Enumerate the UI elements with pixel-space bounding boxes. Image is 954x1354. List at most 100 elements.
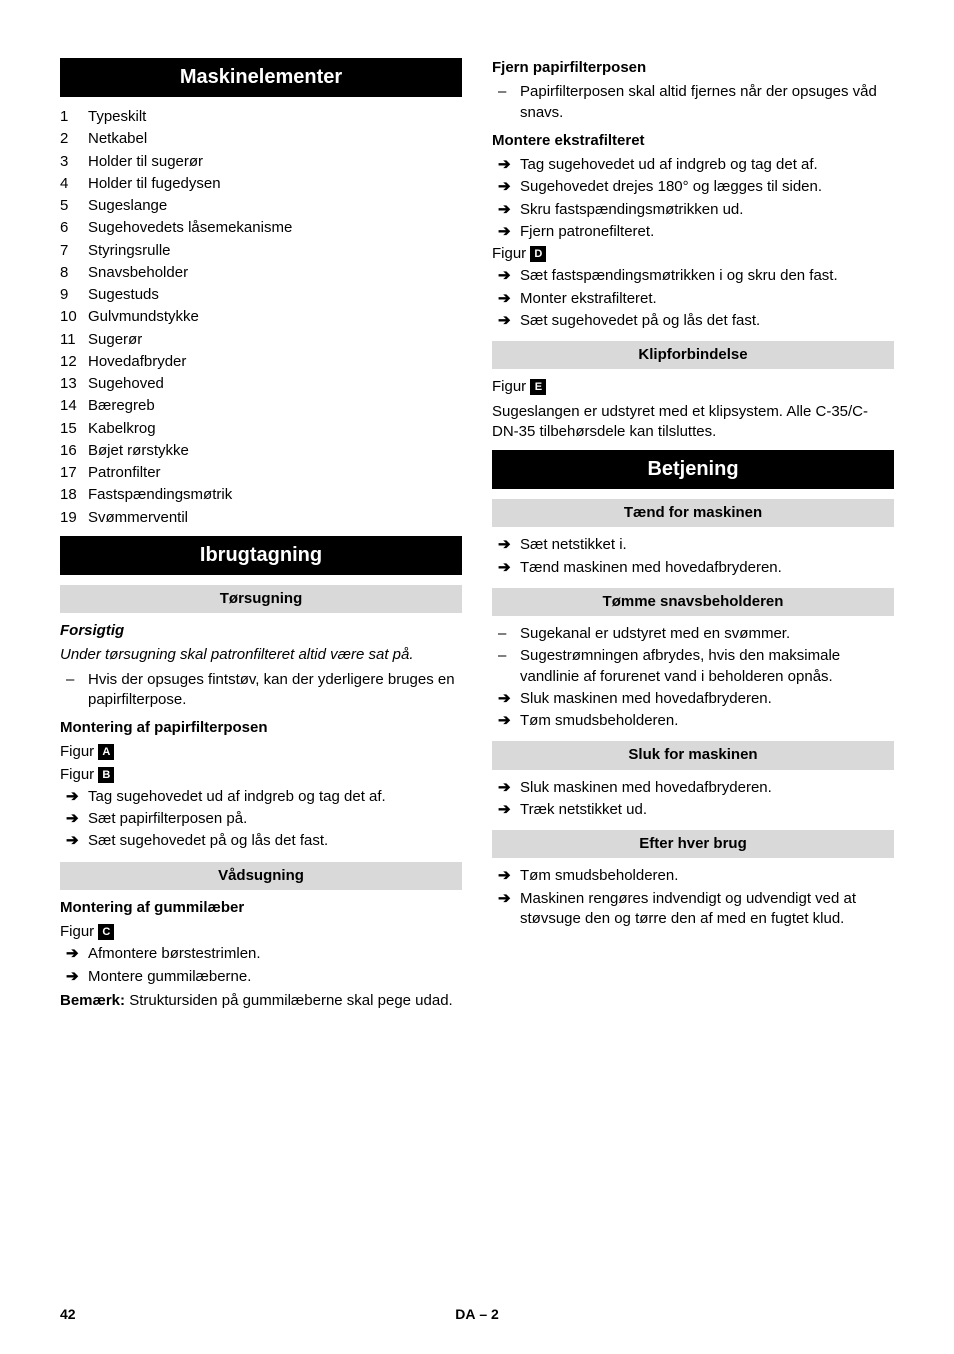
step-text: Træk netstikket ud.: [520, 800, 894, 820]
step-text: Afmontere børstestrimlen.: [88, 944, 462, 964]
list-number: 15: [60, 419, 88, 439]
list-text: Patronfilter: [88, 463, 161, 483]
arrow-icon: ➔: [492, 689, 520, 709]
figure-box-d: D: [530, 246, 546, 262]
caution-label: Forsigtig: [60, 621, 462, 641]
arrow-icon: ➔: [492, 200, 520, 220]
footer-seq: – 2: [479, 1306, 498, 1322]
mont-papir-steps: ➔Tag sugehovedet ud af indgreb og tag de…: [60, 787, 462, 852]
list-number: 10: [60, 307, 88, 327]
figure-label: Figur: [492, 378, 526, 395]
left-column: Maskinelementer 1Typeskilt 2Netkabel 3Ho…: [60, 50, 462, 1015]
figure-ref-d: Figur D: [492, 244, 894, 264]
step-text: Sæt netstikket i.: [520, 535, 894, 555]
step-text: Sæt sugehovedet på og lås det fast.: [520, 311, 894, 331]
step-text: Maskinen rengøres indvendigt og udvendig…: [520, 889, 894, 930]
dash-icon: –: [492, 646, 520, 687]
list-text: Bøjet rørstykke: [88, 441, 189, 461]
step-text: Montere gummilæberne.: [88, 967, 462, 987]
step-text: Sæt papirfilterposen på.: [88, 809, 462, 829]
figure-box-c: C: [98, 924, 114, 940]
list-number: 4: [60, 174, 88, 194]
list-text: Sugehoved: [88, 374, 164, 394]
heading-sluk: Sluk for maskinen: [492, 741, 894, 769]
list-text: Gulvmundstykke: [88, 307, 199, 327]
figure-box-b: B: [98, 767, 114, 783]
arrow-icon: ➔: [492, 800, 520, 820]
arrow-icon: ➔: [60, 787, 88, 807]
list-text: Sugerør: [88, 330, 142, 350]
list-number: 7: [60, 241, 88, 261]
dash-icon: –: [492, 82, 520, 123]
efter-steps: ➔Tøm smudsbeholderen. ➔Maskinen rengøres…: [492, 866, 894, 929]
list-number: 12: [60, 352, 88, 372]
list-number: 3: [60, 152, 88, 172]
page-footer: 42 DA – 2: [60, 1305, 894, 1324]
page-number: 42: [60, 1305, 76, 1324]
arrow-icon: ➔: [492, 866, 520, 886]
ekstra-steps-1: ➔Tag sugehovedet ud af indgreb og tag de…: [492, 155, 894, 242]
klip-text: Sugeslangen er udstyret med et klipsyste…: [492, 402, 894, 443]
list-number: 1: [60, 107, 88, 127]
sluk-steps: ➔Sluk maskinen med hovedafbryderen. ➔Træ…: [492, 778, 894, 821]
tomme-notes: –Sugekanal er udstyret med en svømmer. –…: [492, 624, 894, 687]
arrow-icon: ➔: [492, 222, 520, 242]
figure-box-a: A: [98, 744, 114, 760]
figure-label: Figur: [60, 766, 94, 783]
figure-label: Figur: [60, 923, 94, 940]
heading-fjern-papir: Fjern papirfilterposen: [492, 58, 894, 78]
figure-ref-a: Figur A: [60, 742, 462, 762]
heading-klipforbindelse: Klipforbindelse: [492, 341, 894, 369]
dash-icon: –: [60, 670, 88, 711]
list-text: Sugehovedets låsemekanisme: [88, 218, 292, 238]
note-text: Sugekanal er udstyret med en svømmer.: [520, 624, 894, 644]
step-text: Tag sugehovedet ud af indgreb og tag det…: [520, 155, 894, 175]
figure-label: Figur: [60, 743, 94, 760]
list-text: Styringsrulle: [88, 241, 171, 261]
step-text: Skru fastspændingsmøtrikken ud.: [520, 200, 894, 220]
fjern-notes: –Papirfilterposen skal altid fjernes når…: [492, 82, 894, 123]
tomme-steps: ➔Sluk maskinen med hovedafbryderen. ➔Tøm…: [492, 689, 894, 732]
list-text: Sugeslange: [88, 196, 167, 216]
step-text: Tag sugehovedet ud af indgreb og tag det…: [88, 787, 462, 807]
figure-ref-b: Figur B: [60, 765, 462, 785]
step-text: Sæt sugehovedet på og lås det fast.: [88, 831, 462, 851]
list-number: 16: [60, 441, 88, 461]
heading-ibrugtagning: Ibrugtagning: [60, 536, 462, 575]
arrow-icon: ➔: [492, 889, 520, 930]
heading-tomme: Tømme snavsbeholderen: [492, 588, 894, 616]
step-text: Tøm smudsbeholderen.: [520, 711, 894, 731]
right-column: Fjern papirfilterposen –Papirfilterposen…: [492, 50, 894, 1015]
list-number: 2: [60, 129, 88, 149]
taend-steps: ➔Sæt netstikket i. ➔Tænd maskinen med ho…: [492, 535, 894, 578]
list-number: 14: [60, 396, 88, 416]
list-number: 9: [60, 285, 88, 305]
list-number: 18: [60, 485, 88, 505]
arrow-icon: ➔: [60, 831, 88, 851]
list-number: 11: [60, 330, 88, 350]
mont-gummi-steps: ➔Afmontere børstestrimlen. ➔Montere gumm…: [60, 944, 462, 987]
list-text: Fastspændingsmøtrik: [88, 485, 232, 505]
arrow-icon: ➔: [60, 967, 88, 987]
list-text: Typeskilt: [88, 107, 146, 127]
arrow-icon: ➔: [492, 778, 520, 798]
arrow-icon: ➔: [492, 266, 520, 286]
list-text: Holder til sugerør: [88, 152, 203, 172]
footer-lang: DA: [455, 1306, 475, 1322]
note-text: Sugestrømningen afbrydes, hvis den maksi…: [520, 646, 894, 687]
elements-list: 1Typeskilt 2Netkabel 3Holder til sugerør…: [60, 107, 462, 528]
list-text: Kabelkrog: [88, 419, 156, 439]
step-text: Fjern patronefilteret.: [520, 222, 894, 242]
arrow-icon: ➔: [492, 177, 520, 197]
note-text: Hvis der opsuges fintstøv, kan der yderl…: [88, 670, 462, 711]
heading-montering-gummi: Montering af gummilæber: [60, 898, 462, 918]
heading-torsugning: Tørsugning: [60, 585, 462, 613]
step-text: Sluk maskinen med hovedafbryderen.: [520, 778, 894, 798]
heading-vadsugning: Vådsugning: [60, 862, 462, 890]
list-number: 5: [60, 196, 88, 216]
arrow-icon: ➔: [60, 944, 88, 964]
list-text: Bæregreb: [88, 396, 155, 416]
heading-efter: Efter hver brug: [492, 830, 894, 858]
tor-notes: –Hvis der opsuges fintstøv, kan der yder…: [60, 670, 462, 711]
figure-box-e: E: [530, 379, 546, 395]
